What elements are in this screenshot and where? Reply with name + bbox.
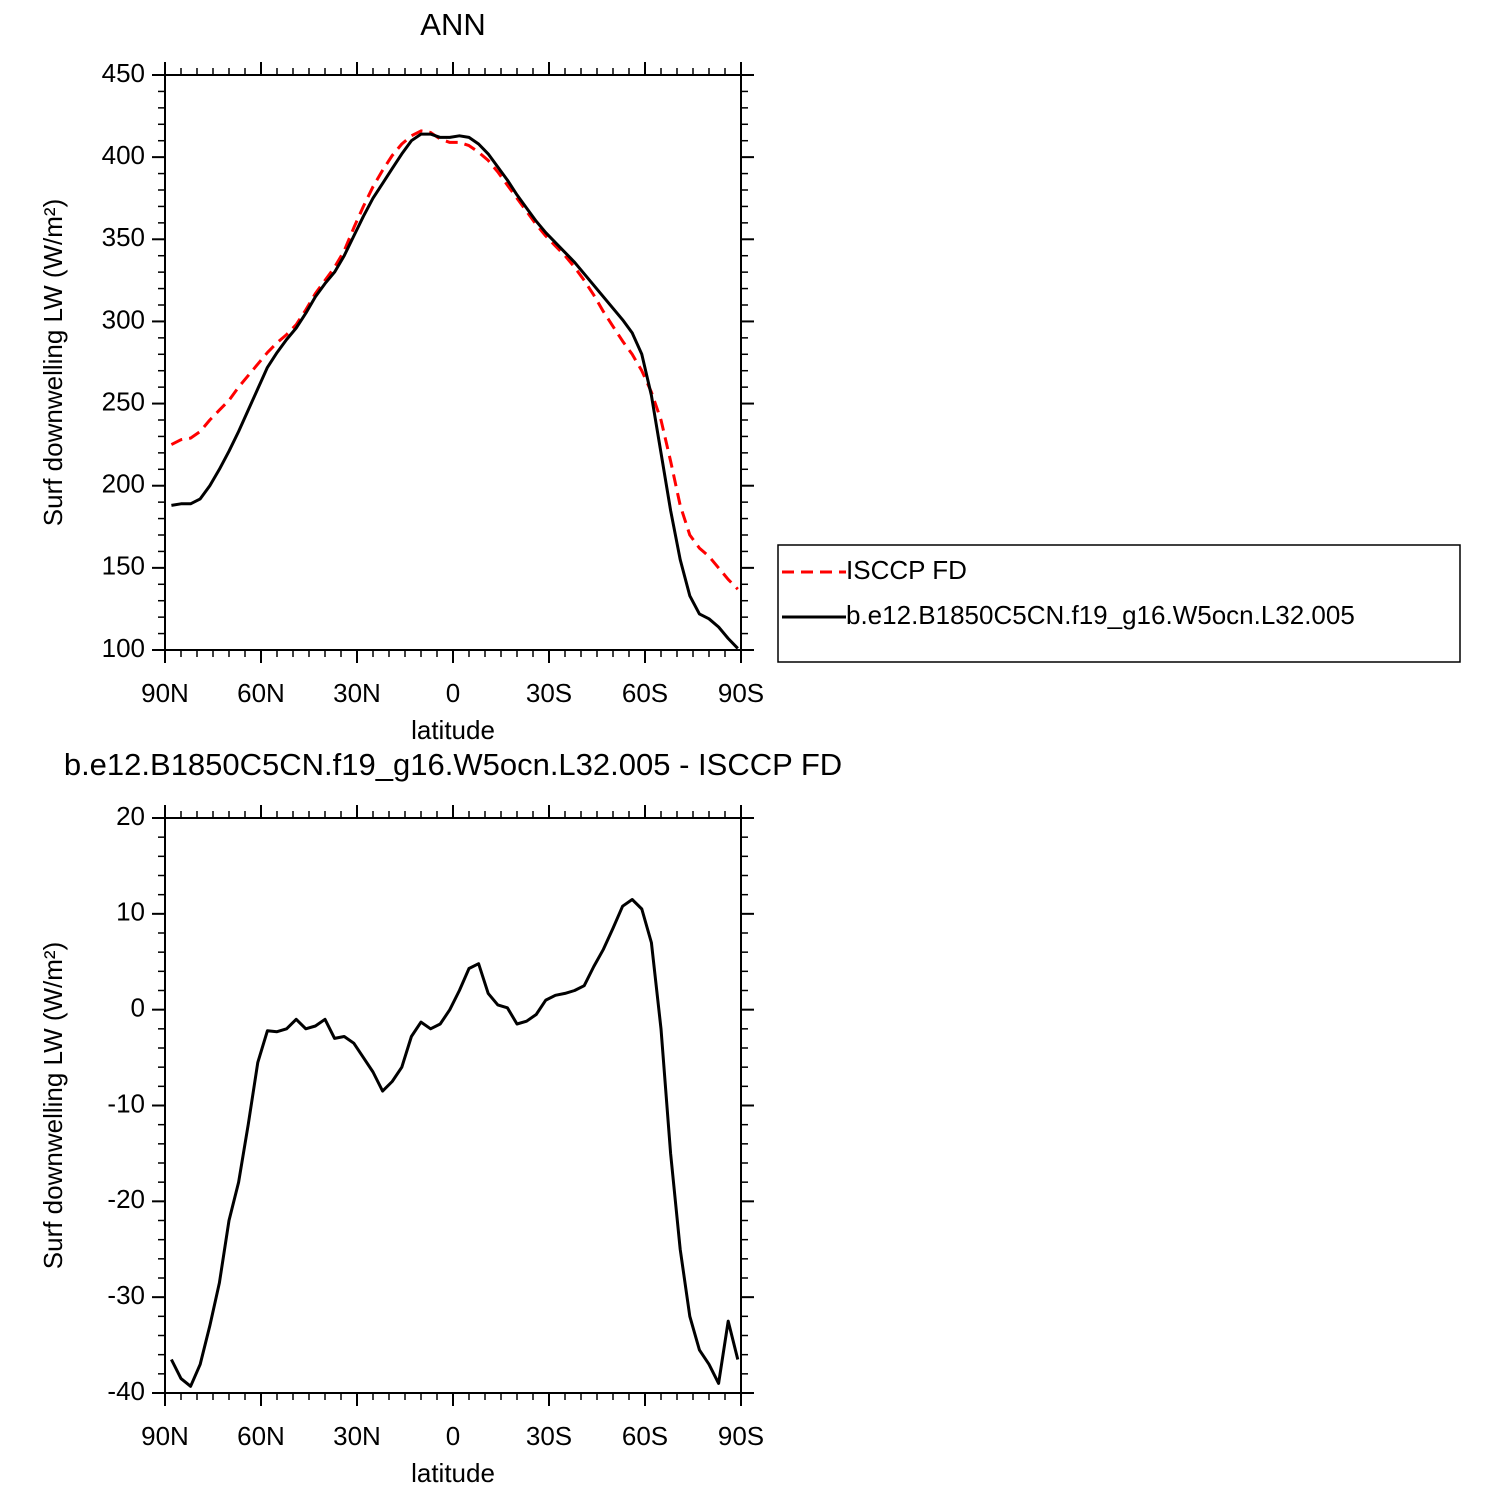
data-line bbox=[170, 129, 739, 591]
y-tick-label: 400 bbox=[102, 140, 145, 170]
y-tick-label: 250 bbox=[102, 386, 145, 416]
y-tick-label: -10 bbox=[107, 1088, 145, 1118]
y-tick-label: 20 bbox=[116, 801, 145, 831]
x-tick-label: 90N bbox=[141, 1421, 189, 1451]
data-line bbox=[170, 898, 740, 1388]
x-tick-label: 60S bbox=[622, 1421, 668, 1451]
y-tick-label: 0 bbox=[131, 993, 145, 1023]
x-tick-label: 0 bbox=[446, 678, 460, 708]
x-axis-label: latitude bbox=[411, 715, 495, 745]
y-tick-label: 10 bbox=[116, 897, 145, 927]
x-tick-label: 90S bbox=[718, 1421, 764, 1451]
data-line bbox=[171, 132, 739, 650]
plot-frame bbox=[164, 817, 742, 1394]
x-tick-label: 60N bbox=[237, 678, 285, 708]
chart-title: b.e12.B1850C5CN.f19_g16.W5ocn.L32.005 - … bbox=[64, 747, 842, 782]
chart-title: ANN bbox=[420, 7, 485, 42]
plot-frame bbox=[164, 74, 742, 651]
legend-label: b.e12.B1850C5CN.f19_g16.W5ocn.L32.005 bbox=[846, 600, 1355, 630]
y-tick-label: 100 bbox=[102, 633, 145, 663]
x-tick-label: 90S bbox=[718, 678, 764, 708]
x-tick-label: 0 bbox=[446, 1421, 460, 1451]
x-tick-label: 30N bbox=[333, 678, 381, 708]
y-tick-label: 350 bbox=[102, 222, 145, 252]
y-tick-label: -20 bbox=[107, 1184, 145, 1214]
y-axis-label: Surf downwelling LW (W/m²) bbox=[38, 199, 68, 526]
x-tick-label: 90N bbox=[141, 678, 189, 708]
x-tick-label: 30S bbox=[526, 1421, 572, 1451]
y-tick-label: 200 bbox=[102, 469, 145, 499]
y-tick-label: -40 bbox=[107, 1376, 145, 1406]
y-tick-label: 300 bbox=[102, 304, 145, 334]
y-tick-label: 450 bbox=[102, 58, 145, 88]
y-axis-label: Surf downwelling LW (W/m²) bbox=[38, 942, 68, 1269]
legend-box bbox=[777, 544, 1461, 663]
x-tick-label: 60N bbox=[237, 1421, 285, 1451]
y-tick-label: -30 bbox=[107, 1280, 145, 1310]
x-tick-label: 30S bbox=[526, 678, 572, 708]
x-tick-label: 60S bbox=[622, 678, 668, 708]
x-tick-label: 30N bbox=[333, 1421, 381, 1451]
x-axis-label: latitude bbox=[411, 1458, 495, 1488]
y-tick-label: 150 bbox=[102, 551, 145, 581]
legend-label: ISCCP FD bbox=[846, 555, 967, 585]
